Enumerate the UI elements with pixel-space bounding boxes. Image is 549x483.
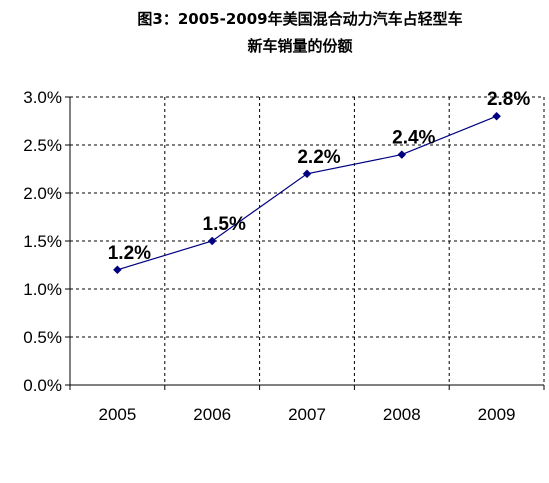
data-point-marker — [207, 236, 217, 246]
data-labels: 1.2% 1.5% 2.2% 2.4% 2.8% — [108, 89, 531, 264]
y-tick-labels: 0.0% 0.5% 1.0% 1.5% 2.0% 2.5% 3.0% — [23, 88, 62, 395]
axes — [65, 96, 545, 390]
gridlines — [70, 96, 545, 385]
data-label: 2.2% — [297, 147, 340, 168]
data-point-marker — [492, 111, 501, 121]
data-label: 2.4% — [392, 128, 435, 149]
x-tick-label: 2008 — [383, 405, 421, 424]
x-tick-label: 2006 — [193, 405, 231, 424]
data-point-marker — [113, 265, 122, 275]
data-point-marker — [397, 150, 407, 159]
y-tick-label: 2.5% — [23, 136, 62, 155]
y-tick-label: 1.5% — [23, 232, 62, 251]
y-tick-label: 0.5% — [23, 328, 62, 347]
x-tick-label: 2009 — [478, 405, 516, 424]
data-point-marker — [302, 169, 312, 179]
y-tick-label: 0.0% — [23, 376, 62, 395]
chart-title-line-1: 图3：2005-2009年美国混合动力汽车占轻型车 — [137, 10, 462, 28]
chart-title-line-2: 新车销量的份额 — [247, 37, 352, 55]
y-tick-label: 3.0% — [23, 88, 62, 107]
x-tick-labels: 2005 2006 2007 2008 2009 — [98, 405, 515, 424]
x-tick-label: 2007 — [288, 405, 326, 424]
y-tick-label: 2.0% — [23, 184, 62, 203]
y-tick-label: 1.0% — [23, 280, 62, 299]
data-points — [113, 111, 501, 275]
data-label: 1.2% — [108, 243, 151, 264]
data-label: 2.8% — [487, 89, 530, 110]
data-label: 1.5% — [203, 214, 246, 235]
x-tick-label: 2005 — [98, 405, 136, 424]
